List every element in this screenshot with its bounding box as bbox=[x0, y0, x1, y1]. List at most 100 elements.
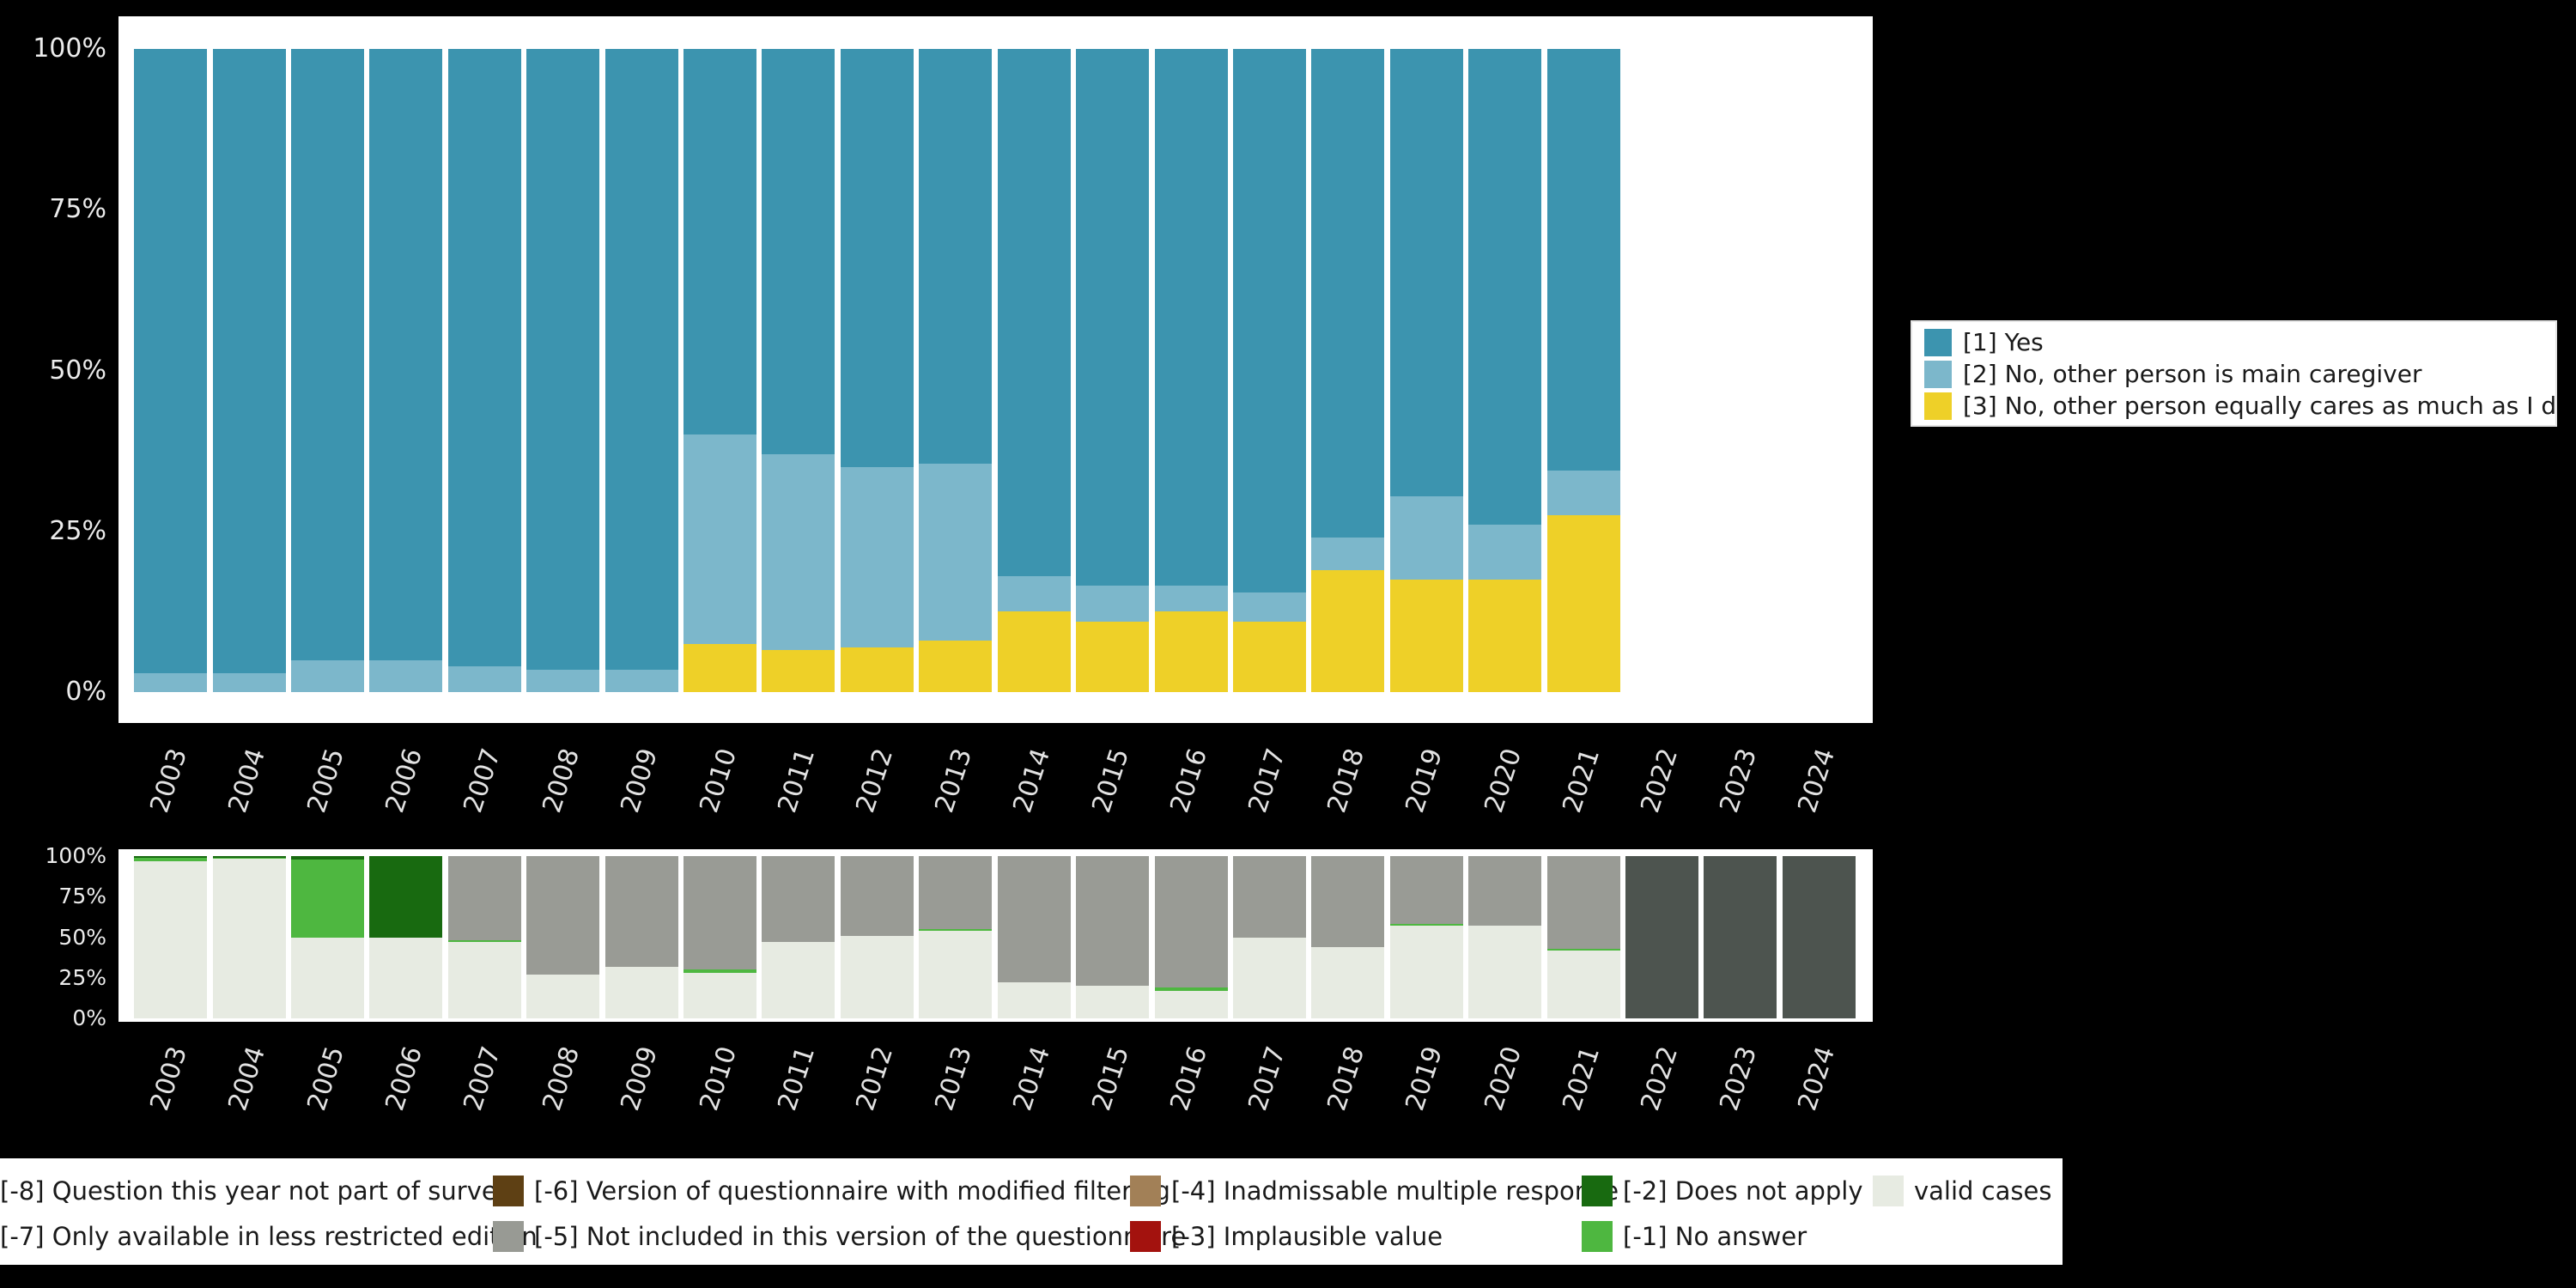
frequency-plot-area bbox=[131, 49, 1858, 692]
y-tick-label: 0% bbox=[72, 1005, 106, 1030]
bar-segment bbox=[919, 464, 993, 641]
x-axis-label: 2003 bbox=[143, 1042, 193, 1115]
x-axis-label: 2021 bbox=[1557, 1042, 1607, 1115]
bar-segment bbox=[134, 860, 208, 1018]
legend-item: [-6] Version of questionnaire with modif… bbox=[493, 1175, 1170, 1207]
legend-item: valid cases bbox=[1873, 1175, 2051, 1207]
legend-label: [-2] Does not apply bbox=[1623, 1176, 1863, 1206]
bar-2003 bbox=[134, 856, 208, 1018]
x-axis-label: 2021 bbox=[1557, 744, 1607, 817]
bar-segment bbox=[1389, 856, 1463, 925]
bar-segment bbox=[1232, 937, 1306, 1018]
bar-segment bbox=[762, 856, 835, 943]
bar-2024 bbox=[1782, 856, 1856, 1018]
legend-label: [3] No, other person equally cares as mu… bbox=[1963, 392, 2557, 420]
x-axis-label: 2004 bbox=[222, 1042, 272, 1115]
x-axis-label: 2005 bbox=[301, 744, 350, 817]
x-axis-label: 2013 bbox=[929, 1042, 978, 1115]
bar-2006 bbox=[369, 49, 443, 692]
bar-2008 bbox=[526, 49, 600, 692]
legend-label: [-8] Question this year not part of surv… bbox=[0, 1176, 512, 1206]
bar-segment bbox=[447, 856, 521, 941]
legend-swatch bbox=[1130, 1221, 1161, 1252]
legend-label: [-1] No answer bbox=[1623, 1222, 1807, 1251]
missing-values-legend: [-8] Question this year not part of surv… bbox=[0, 1158, 2063, 1265]
bar-2019 bbox=[1389, 856, 1463, 1018]
bar-2010 bbox=[683, 856, 757, 1018]
bar-segment bbox=[840, 647, 914, 692]
x-axis-label: 2022 bbox=[1635, 1042, 1685, 1115]
bar-segment bbox=[683, 643, 757, 692]
bar-2003 bbox=[134, 49, 208, 692]
x-axis-label: 2018 bbox=[1321, 744, 1370, 817]
bar-2014 bbox=[997, 856, 1071, 1018]
bar-segment bbox=[447, 940, 521, 943]
legend-item: [-7] Only available in less restricted e… bbox=[0, 1220, 538, 1253]
bar-segment bbox=[526, 974, 600, 1018]
x-axis-label: 2016 bbox=[1164, 1042, 1214, 1115]
legend-item: [1] Yes bbox=[1924, 326, 2555, 358]
bar-2012 bbox=[840, 856, 914, 1018]
bar-2015 bbox=[1076, 49, 1150, 692]
bar-2017 bbox=[1232, 856, 1306, 1018]
bar-segment bbox=[683, 434, 757, 644]
bar-segment bbox=[1625, 856, 1698, 1018]
bar-segment bbox=[997, 611, 1071, 692]
bar-segment bbox=[997, 49, 1071, 577]
x-axis-label: 2015 bbox=[1085, 1042, 1135, 1115]
legend-item: [-2] Does not apply bbox=[1582, 1175, 1863, 1207]
bar-2021 bbox=[1546, 49, 1620, 692]
bar-segment bbox=[1468, 926, 1542, 1018]
bar-segment bbox=[291, 937, 365, 1018]
bar-segment bbox=[1076, 621, 1150, 692]
bar-segment bbox=[291, 859, 365, 938]
x-axis-label: 2022 bbox=[1635, 744, 1685, 817]
bar-segment bbox=[212, 858, 286, 1018]
bar-segment bbox=[1546, 49, 1620, 471]
bar-segment bbox=[1154, 990, 1228, 1018]
y-tick-label: 25% bbox=[49, 515, 106, 546]
bar-segment bbox=[212, 672, 286, 692]
bar-segment bbox=[1076, 986, 1150, 1018]
bar-segment bbox=[1311, 856, 1385, 947]
bar-2006 bbox=[369, 856, 443, 1018]
bar-2018 bbox=[1311, 856, 1385, 1018]
bar-segment bbox=[447, 49, 521, 667]
bar-segment bbox=[840, 935, 914, 1018]
bar-2007 bbox=[447, 49, 521, 692]
x-axis-label: 2011 bbox=[772, 744, 822, 817]
x-axis-label: 2024 bbox=[1792, 744, 1842, 817]
bar-segment bbox=[1232, 856, 1306, 938]
bar-segment bbox=[134, 857, 208, 861]
bar-2016 bbox=[1154, 856, 1228, 1018]
bar-2022 bbox=[1625, 856, 1698, 1018]
bar-segment bbox=[1311, 49, 1385, 538]
bar-2011 bbox=[762, 49, 835, 692]
bar-segment bbox=[1311, 569, 1385, 692]
legend-item: [3] No, other person equally cares as mu… bbox=[1924, 390, 2555, 422]
bar-segment bbox=[683, 973, 757, 1018]
x-axis-label: 2023 bbox=[1714, 744, 1764, 817]
y-tick-label: 0% bbox=[65, 677, 106, 707]
bar-segment bbox=[1232, 592, 1306, 622]
x-axis-label: 2019 bbox=[1400, 1042, 1449, 1115]
bar-segment bbox=[683, 856, 757, 970]
bar-segment bbox=[919, 49, 993, 465]
bar-segment bbox=[369, 659, 443, 692]
x-axis-label: 2023 bbox=[1714, 1042, 1764, 1115]
bar-segment bbox=[1154, 586, 1228, 612]
legend-item: [-1] No answer bbox=[1582, 1220, 1807, 1253]
x-axis-label: 2011 bbox=[772, 1042, 822, 1115]
x-axis-label: 2013 bbox=[929, 744, 978, 817]
y-tick-label: 100% bbox=[45, 843, 106, 868]
x-axis-label: 2009 bbox=[615, 744, 665, 817]
bar-segment bbox=[1546, 856, 1620, 949]
bar-2024 bbox=[1783, 49, 1856, 692]
x-axis-label: 2005 bbox=[301, 1042, 350, 1115]
legend-swatch bbox=[1582, 1221, 1613, 1252]
bar-2016 bbox=[1154, 49, 1228, 692]
x-axis-label: 2010 bbox=[693, 1042, 743, 1115]
bar-segment bbox=[997, 576, 1071, 612]
bar-segment bbox=[1546, 948, 1620, 951]
